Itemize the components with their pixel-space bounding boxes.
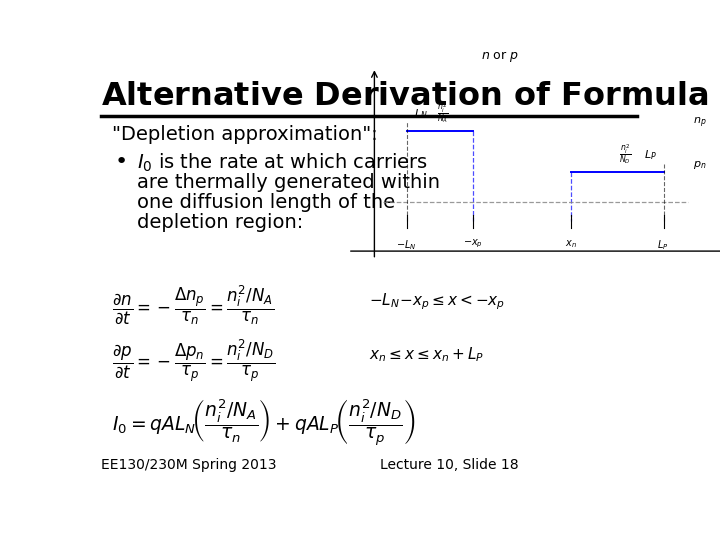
Text: $L_P$: $L_P$ [657, 238, 672, 252]
Text: Alternative Derivation of Formula for $\mathit{I}_0$: Alternative Derivation of Formula for $\… [101, 79, 720, 113]
Text: one diffusion length of the: one diffusion length of the [138, 193, 395, 212]
Text: •: • [115, 152, 128, 172]
Text: $L_P$: $L_P$ [644, 148, 657, 163]
Text: $x_n$: $x_n$ [565, 238, 577, 249]
Text: EE130/230M Spring 2013: EE130/230M Spring 2013 [101, 458, 276, 472]
Text: $p_n$: $p_n$ [693, 159, 706, 171]
Text: $-L_N$: $-L_N$ [397, 238, 417, 252]
Text: $I_0 = qAL_N\!\left(\dfrac{n_i^2/N_A}{\tau_n}\right) + qAL_P\!\left(\dfrac{n_i^2: $I_0 = qAL_N\!\left(\dfrac{n_i^2/N_A}{\t… [112, 397, 416, 448]
Text: $\frac{n_i^2}{N_A}$: $\frac{n_i^2}{N_A}$ [436, 102, 449, 125]
Text: Lecture 10, Slide 18: Lecture 10, Slide 18 [380, 458, 519, 472]
Text: $x_n \leq x \leq x_n + L_P$: $x_n \leq x \leq x_n + L_P$ [369, 346, 484, 364]
Text: $n$ or $p$: $n$ or $p$ [481, 49, 519, 64]
Text: "Depletion approximation":: "Depletion approximation": [112, 125, 378, 144]
Text: depletion region:: depletion region: [138, 213, 304, 232]
Text: $-x_p$: $-x_p$ [463, 238, 483, 250]
Text: $-L_N\!-\!x_p \leq x < -x_p$: $-L_N\!-\!x_p \leq x < -x_p$ [369, 292, 505, 312]
Text: $\dfrac{\partial p}{\partial t} = -\dfrac{\Delta p_n}{\tau_p} = \dfrac{n_i^2/N_D: $\dfrac{\partial p}{\partial t} = -\dfra… [112, 337, 276, 383]
Text: $\dfrac{\partial n}{\partial t} = -\dfrac{\Delta n_p}{\tau_n} = \dfrac{n_i^2/N_A: $\dfrac{\partial n}{\partial t} = -\dfra… [112, 283, 274, 326]
Text: $\mathit{I}_0$ is the rate at which carriers: $\mathit{I}_0$ is the rate at which carr… [138, 152, 428, 174]
Text: $L_N$: $L_N$ [414, 107, 428, 121]
Text: $n_p$: $n_p$ [693, 116, 707, 130]
Text: $\frac{n_i^2}{N_D}$: $\frac{n_i^2}{N_D}$ [619, 143, 631, 166]
Text: are thermally generated within: are thermally generated within [138, 173, 441, 192]
